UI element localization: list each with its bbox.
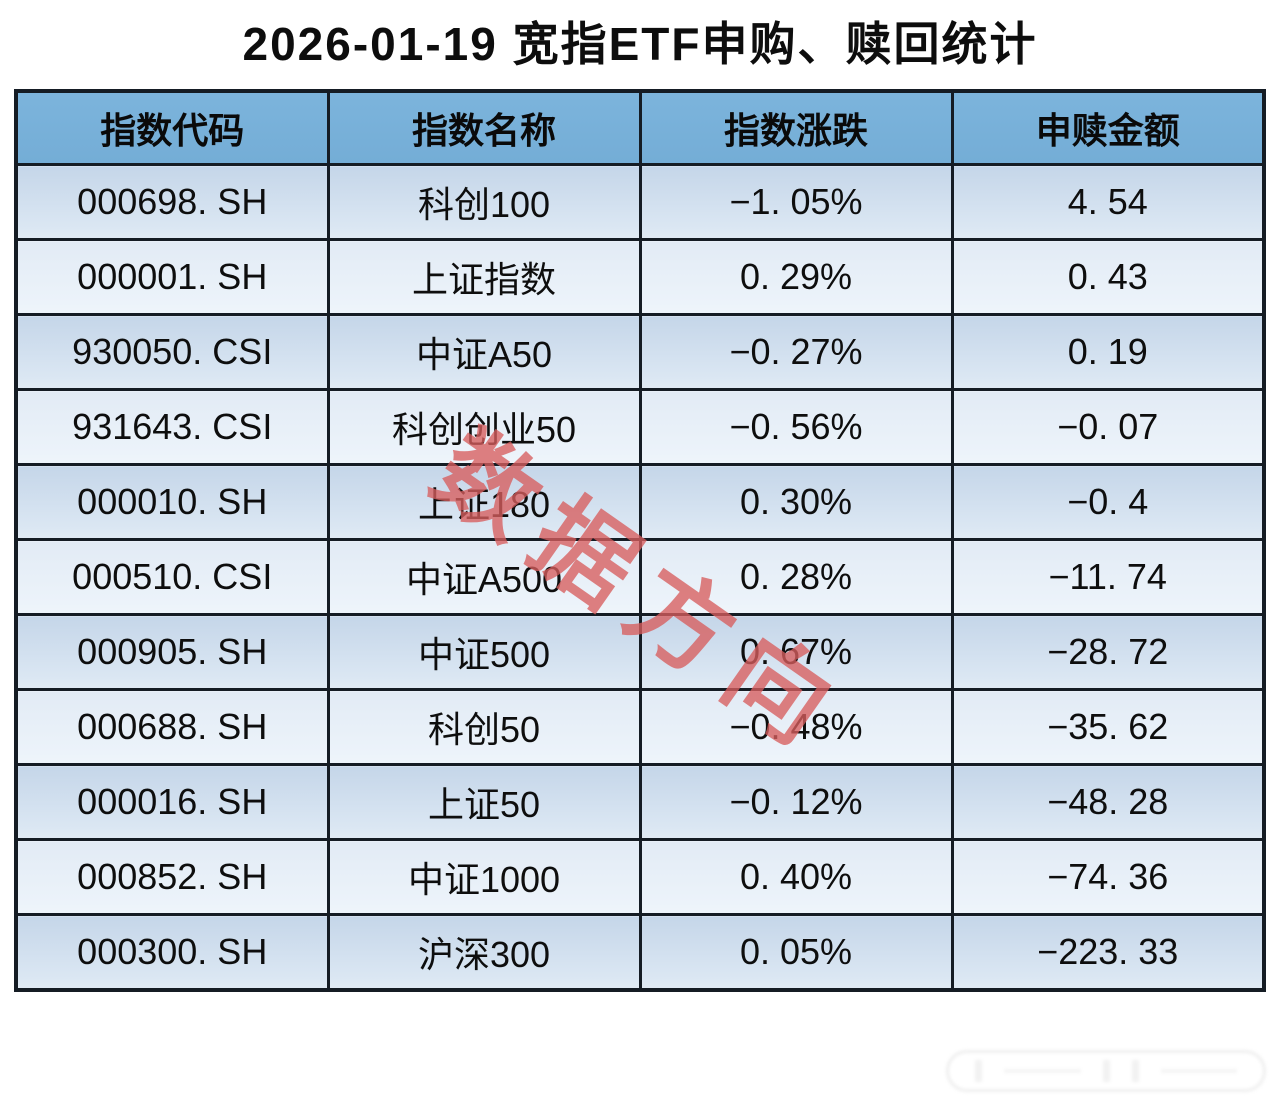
index-name-cell: 中证1000	[326, 838, 642, 916]
page: 2026-01-19 宽指ETF申购、赎回统计 指数代码 指数名称 指数涨跌 申…	[14, 18, 1266, 1092]
page-title: 2026-01-19 宽指ETF申购、赎回统计	[242, 18, 1038, 70]
etf-stats-table: 指数代码 指数名称 指数涨跌 申赎金额 000698. SH 科创100 −1. 0…	[14, 89, 1266, 992]
watermark-line	[1004, 1069, 1081, 1073]
index-name-cell: 科创100	[326, 163, 642, 241]
flow-amount-cell: −11. 74	[950, 538, 1266, 616]
table-row: 931643. CSI 科创创业50 −0. 56% −0. 07	[14, 388, 1266, 466]
index-name-cell: 上证180	[326, 463, 642, 541]
index-change-cell: −0. 48%	[638, 688, 954, 766]
index-code-cell: 000698. SH	[14, 163, 330, 241]
index-name-cell: 中证A50	[326, 313, 642, 391]
index-code-cell: 000510. CSI	[14, 538, 330, 616]
index-code-cell: 000905. SH	[14, 613, 330, 691]
flow-amount-cell: 0. 19	[950, 313, 1266, 391]
watermark-line	[1160, 1069, 1237, 1073]
index-code-cell: 930050. CSI	[14, 313, 330, 391]
index-change-cell: 0. 29%	[638, 238, 954, 316]
index-change-cell: 0. 28%	[638, 538, 954, 616]
watermark-bar	[1131, 1060, 1139, 1082]
index-code-cell: 000300. SH	[14, 913, 330, 992]
index-code-cell: 000688. SH	[14, 688, 330, 766]
table-row: 000688. SH 科创50 −0. 48% −35. 62	[14, 688, 1266, 766]
index-change-cell: 0. 40%	[638, 838, 954, 916]
table-row: 000001. SH 上证指数 0. 29% 0. 43	[14, 238, 1266, 316]
index-code-cell: 000016. SH	[14, 763, 330, 841]
index-name-cell: 沪深300	[326, 913, 642, 992]
index-change-cell: −0. 12%	[638, 763, 954, 841]
faded-platform-watermark	[946, 1050, 1266, 1092]
column-header-flow-amount: 申赎金额	[950, 89, 1266, 166]
table-row: 000905. SH 中证500 0. 67% −28. 72	[14, 613, 1266, 691]
flow-amount-cell: −35. 62	[950, 688, 1266, 766]
flow-amount-cell: −0. 07	[950, 388, 1266, 466]
table-row: 000010. SH 上证180 0. 30% −0. 4	[14, 463, 1266, 541]
flow-amount-cell: −223. 33	[950, 913, 1266, 992]
flow-amount-cell: −74. 36	[950, 838, 1266, 916]
column-header-index-change: 指数涨跌	[638, 89, 954, 166]
table-row: 000510. CSI 中证A500 0. 28% −11. 74	[14, 538, 1266, 616]
index-change-cell: 0. 30%	[638, 463, 954, 541]
header-row: 指数代码 指数名称 指数涨跌 申赎金额	[14, 89, 1266, 166]
index-code-cell: 000010. SH	[14, 463, 330, 541]
watermark-bar	[975, 1060, 982, 1082]
table-row: 000300. SH 沪深300 0. 05% −223. 33	[14, 913, 1266, 992]
index-change-cell: 0. 05%	[638, 913, 954, 992]
table-body: 000698. SH 科创100 −1. 05% 4. 54 000001. SH 上证指…	[14, 163, 1266, 992]
column-header-index-code: 指数代码	[14, 89, 330, 166]
flow-amount-cell: 0. 43	[950, 238, 1266, 316]
index-change-cell: −0. 56%	[638, 388, 954, 466]
table-row: 930050. CSI 中证A50 −0. 27% 0. 19	[14, 313, 1266, 391]
index-name-cell: 科创创业50	[326, 388, 642, 466]
index-change-cell: −1. 05%	[638, 163, 954, 241]
index-code-cell: 931643. CSI	[14, 388, 330, 466]
table-row: 000016. SH 上证50 −0. 12% −48. 28	[14, 763, 1266, 841]
flow-amount-cell: −0. 4	[950, 463, 1266, 541]
watermark-bar	[1102, 1060, 1110, 1082]
flow-amount-cell: −48. 28	[950, 763, 1266, 841]
index-name-cell: 上证50	[326, 763, 642, 841]
index-change-cell: 0. 67%	[638, 613, 954, 691]
index-name-cell: 中证500	[326, 613, 642, 691]
column-header-index-name: 指数名称	[326, 89, 642, 166]
index-code-cell: 000001. SH	[14, 238, 330, 316]
flow-amount-cell: 4. 54	[950, 163, 1266, 241]
index-name-cell: 上证指数	[326, 238, 642, 316]
index-code-cell: 000852. SH	[14, 838, 330, 916]
table-row: 000698. SH 科创100 −1. 05% 4. 54	[14, 163, 1266, 241]
table-row: 000852. SH 中证1000 0. 40% −74. 36	[14, 838, 1266, 916]
flow-amount-cell: −28. 72	[950, 613, 1266, 691]
index-change-cell: −0. 27%	[638, 313, 954, 391]
index-name-cell: 中证A500	[326, 538, 642, 616]
index-name-cell: 科创50	[326, 688, 642, 766]
